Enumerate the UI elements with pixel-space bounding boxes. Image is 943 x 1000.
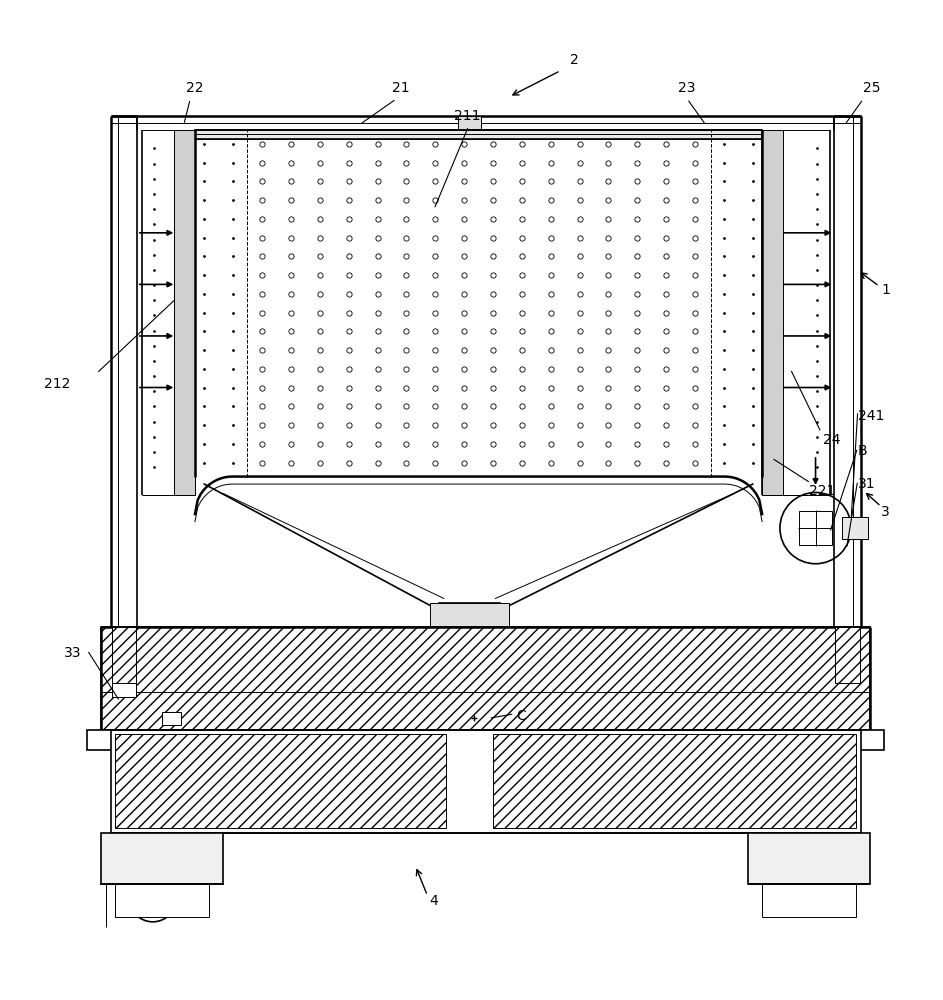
Bar: [748, 833, 869, 884]
Bar: [799, 511, 833, 545]
Bar: [762, 884, 856, 917]
Text: 212: 212: [44, 377, 71, 391]
Text: 25: 25: [864, 81, 881, 95]
Bar: [174, 130, 195, 495]
Bar: [101, 833, 223, 884]
Text: 21: 21: [392, 81, 409, 95]
Bar: [439, 603, 500, 828]
Text: 221: 221: [809, 484, 835, 498]
Text: 241: 241: [858, 409, 885, 423]
Circle shape: [129, 875, 176, 922]
Circle shape: [454, 698, 495, 739]
Text: 3: 3: [881, 505, 890, 519]
Bar: [111, 627, 136, 683]
Bar: [762, 130, 783, 495]
Text: 24: 24: [823, 433, 840, 447]
Circle shape: [780, 493, 852, 564]
Bar: [111, 641, 136, 697]
Bar: [430, 603, 509, 627]
Circle shape: [157, 704, 186, 732]
Bar: [101, 627, 869, 730]
Bar: [842, 517, 869, 539]
Text: 31: 31: [858, 477, 875, 491]
Text: 23: 23: [678, 81, 695, 95]
Bar: [115, 884, 209, 917]
Bar: [162, 712, 181, 725]
Text: B: B: [858, 444, 868, 458]
Bar: [87, 730, 884, 750]
Bar: [835, 627, 860, 683]
Text: C: C: [517, 709, 526, 723]
Text: 4: 4: [429, 894, 438, 908]
Bar: [458, 116, 481, 129]
Bar: [195, 130, 762, 139]
Text: 1: 1: [881, 283, 890, 297]
Text: 22: 22: [186, 81, 203, 95]
Text: 211: 211: [454, 109, 480, 123]
Bar: [115, 734, 446, 828]
Text: 33: 33: [64, 646, 81, 660]
Text: 2: 2: [570, 53, 579, 67]
Bar: [493, 734, 856, 828]
Bar: [110, 730, 861, 833]
